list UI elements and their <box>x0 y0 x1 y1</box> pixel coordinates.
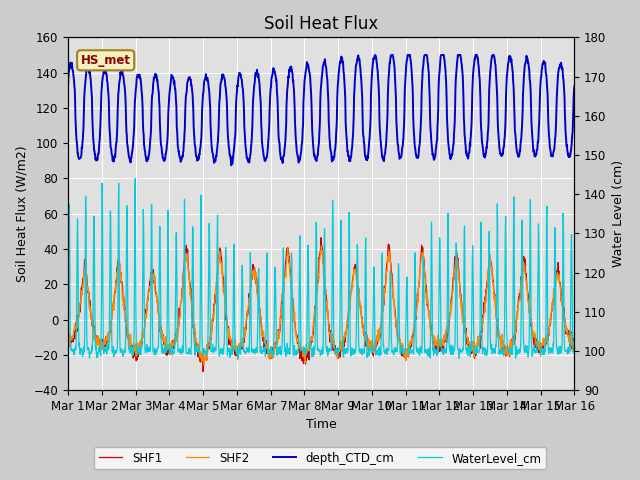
X-axis label: Time: Time <box>306 419 337 432</box>
WaterLevel_cm <box>64 340 72 346</box>
SHF1 <box>400 354 408 360</box>
WaterLevel_cm <box>400 351 408 357</box>
SHF2 <box>467 340 474 346</box>
Y-axis label: Soil Heat Flux (W/m2): Soil Heat Flux (W/m2) <box>15 145 28 282</box>
depth_CTD_cm <box>467 143 474 149</box>
WaterLevel_cm <box>234 350 241 356</box>
WaterLevel_cm <box>131 176 139 181</box>
WaterLevel_cm <box>511 336 519 342</box>
SHF1 <box>234 349 241 355</box>
SHF2 <box>317 243 325 249</box>
depth_CTD_cm <box>64 82 72 88</box>
SHF1 <box>64 334 72 339</box>
Line: SHF1: SHF1 <box>68 238 574 372</box>
SHF2 <box>200 362 208 368</box>
SHF1 <box>164 347 172 352</box>
WaterLevel_cm <box>570 347 578 353</box>
SHF1 <box>199 369 207 374</box>
depth_CTD_cm <box>234 84 241 89</box>
SHF2 <box>64 347 72 353</box>
SHF1 <box>467 349 474 355</box>
Line: WaterLevel_cm: WaterLevel_cm <box>68 179 574 359</box>
WaterLevel_cm <box>165 288 173 294</box>
SHF2 <box>511 329 519 335</box>
SHF1 <box>177 300 184 306</box>
SHF1 <box>511 337 519 343</box>
WaterLevel_cm <box>456 356 463 361</box>
depth_CTD_cm <box>227 162 235 168</box>
WaterLevel_cm <box>177 347 185 353</box>
SHF2 <box>570 341 578 347</box>
depth_CTD_cm <box>177 159 184 165</box>
Line: depth_CTD_cm: depth_CTD_cm <box>68 55 574 165</box>
Line: SHF2: SHF2 <box>68 246 574 365</box>
depth_CTD_cm <box>400 122 408 128</box>
Text: HS_met: HS_met <box>81 54 131 67</box>
WaterLevel_cm <box>467 354 474 360</box>
SHF2 <box>400 353 408 359</box>
depth_CTD_cm <box>388 52 396 58</box>
SHF2 <box>164 343 172 349</box>
Legend: SHF1, SHF2, depth_CTD_cm, WaterLevel_cm: SHF1, SHF2, depth_CTD_cm, WaterLevel_cm <box>94 447 546 469</box>
SHF2 <box>234 357 241 362</box>
SHF1 <box>570 345 578 351</box>
depth_CTD_cm <box>511 127 519 132</box>
Title: Soil Heat Flux: Soil Heat Flux <box>264 15 378 33</box>
SHF2 <box>177 299 184 305</box>
depth_CTD_cm <box>570 84 578 89</box>
depth_CTD_cm <box>164 109 172 115</box>
SHF1 <box>317 235 325 240</box>
Y-axis label: Water Level (cm): Water Level (cm) <box>612 160 625 267</box>
